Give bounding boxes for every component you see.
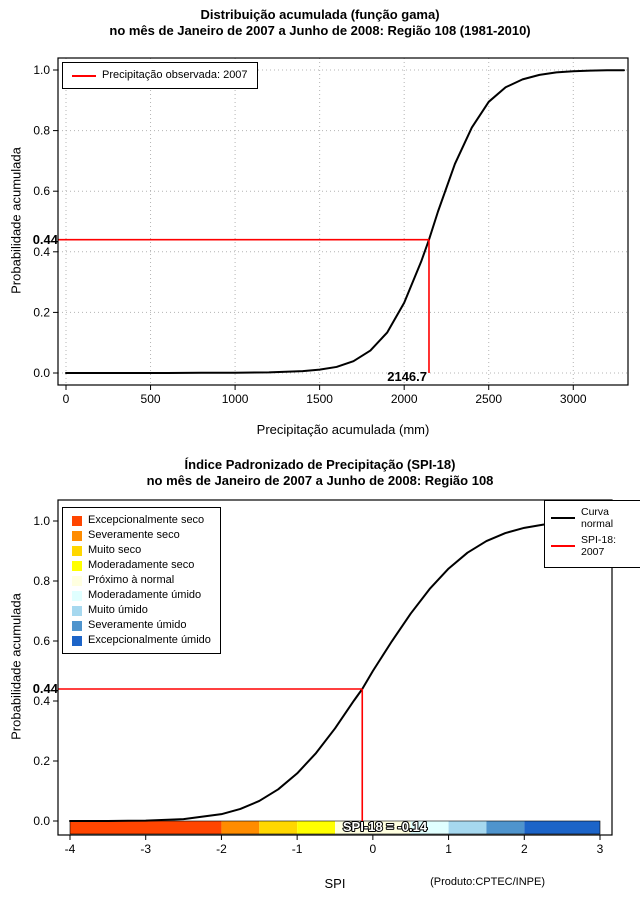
colorbar-segment	[448, 821, 487, 834]
x-tick-label: 0	[370, 842, 377, 856]
category-swatch	[72, 560, 82, 571]
y-tick-label: 0.6	[33, 634, 50, 648]
y-tick-label: 0.8	[33, 124, 50, 138]
y-tick-label: 0.2	[33, 754, 50, 768]
y-tick-label: 0.8	[33, 574, 50, 588]
x-axis-label: Precipitação acumulada (mm)	[256, 422, 430, 437]
x-tick-label: 3	[597, 842, 604, 856]
legend-item: Próximo à normal	[72, 573, 211, 588]
x-tick-label: -3	[140, 842, 151, 856]
category-label: Severamente úmido	[88, 619, 187, 631]
probability-marker-label: 0.44	[32, 232, 58, 247]
colorbar-segment	[259, 821, 298, 834]
category-label: Próximo à normal	[88, 574, 175, 586]
category-label: Severamente seco	[88, 529, 180, 541]
legend-item: Severamente seco	[72, 528, 211, 543]
observed-legend-label: Precipitação observada: 2007	[102, 69, 248, 81]
category-label: Muito úmido	[88, 604, 148, 616]
colorbar-segment	[486, 821, 525, 834]
legend-item: Moderadamente seco	[72, 558, 211, 573]
category-label: Excepcionalmente úmido	[88, 634, 211, 646]
x-tick-label: 2	[521, 842, 528, 856]
x-tick-label: 1500	[306, 392, 333, 406]
y-axis-label: Probabilidade acumulada	[8, 593, 24, 740]
category-swatch	[72, 590, 82, 601]
colorbar-segment	[70, 821, 222, 834]
spi-cdf-plot: -4 -3 -2 -1 0 1 2 3 0.0 0.2 0.4 0.6 0.8 1.0 SPI-18 = -…	[33, 499, 613, 856]
y-tick-label: 1.0	[33, 63, 50, 77]
legend-observed: Precipitação observada: 2007	[62, 62, 258, 89]
chart-title: Distribuição acumulada (função gama)	[200, 7, 440, 22]
x-tick-label: -4	[65, 842, 76, 856]
normal-curve-legend-label: Curva normal	[581, 506, 614, 530]
legend-item: Moderadamente úmido	[72, 588, 211, 603]
category-label: Moderadamente seco	[88, 559, 195, 571]
legend-item: SPI-18: 2007	[551, 534, 639, 558]
x-tick-label: 500	[141, 392, 161, 406]
x-axis-label: SPI	[324, 876, 346, 891]
gamma-distribution-panel: 0 500 1000 1500 2000 2500 3000 0.0 0.2 0.4 0.6 0.8 1…	[8, 7, 629, 437]
legend-item: Muito seco	[72, 543, 211, 558]
legend-spi-categories: Excepcionalmente seco Severamente seco M…	[62, 507, 221, 654]
colorbar-segment	[221, 821, 260, 834]
x-tick-label: 1000	[222, 392, 249, 406]
x-tick-label: 3000	[560, 392, 587, 406]
product-credit: (Produto:CPTEC/INPE)	[430, 876, 545, 888]
x-tick-label: -1	[292, 842, 303, 856]
probability-marker-label: 0.44	[32, 681, 58, 696]
colorbar-segment	[410, 821, 449, 834]
category-swatch	[72, 635, 82, 646]
y-tick-label: 0.0	[33, 814, 50, 828]
cdf-curve	[65, 69, 625, 374]
legend-item: Excepcionalmente seco	[72, 513, 211, 528]
x-tick-label: 1	[445, 842, 452, 856]
chart-title: Índice Padronizado de Precipitação (SPI-…	[184, 457, 456, 472]
precipitation-marker-label: 2146.7	[387, 369, 427, 384]
spi-value-annotation: SPI-18 = -0.14	[343, 819, 428, 834]
normal-curve-line-sample	[551, 517, 575, 519]
colorbar-segment	[297, 821, 335, 834]
y-tick-label: 1.0	[33, 514, 50, 528]
category-label: Muito seco	[88, 544, 142, 556]
observed-line-sample	[72, 74, 96, 77]
legend-item: Severamente úmido	[72, 618, 211, 633]
category-swatch	[72, 545, 82, 556]
colorbar-outline	[69, 820, 601, 835]
y-tick-label: 0.4	[33, 694, 50, 708]
chart-subtitle: no mês de Janeiro de 2007 a Junho de 200…	[109, 23, 531, 38]
cdf-curve	[69, 520, 601, 822]
x-tick-label: -2	[216, 842, 227, 856]
spi-index-panel: -4 -3 -2 -1 0 1 2 3 0.0 0.2 0.4 0.6 0.8 1.0 SPI-18 = -…	[0, 450, 640, 900]
legend-curves: Curva normal SPI-18: 2007	[544, 500, 640, 568]
legend-item: Muito úmido	[72, 603, 211, 618]
x-tick-label: 2000	[391, 392, 418, 406]
colorbar-segment	[524, 821, 600, 834]
legend-item: Excepcionalmente úmido	[72, 633, 211, 648]
spi-legend-label: SPI-18: 2007	[581, 534, 617, 558]
plot-box	[57, 499, 613, 836]
y-tick-label: 0.4	[33, 245, 50, 259]
category-label: Moderadamente úmido	[88, 589, 202, 601]
category-label: Excepcionalmente seco	[88, 514, 205, 526]
category-swatch	[72, 575, 82, 586]
legend-item: Precipitação observada: 2007	[72, 68, 248, 83]
plot-box	[57, 57, 629, 386]
category-swatch	[72, 515, 82, 526]
x-tick-label: 2500	[475, 392, 502, 406]
category-swatch	[72, 530, 82, 541]
category-swatch	[72, 620, 82, 631]
y-axis-label: Probabilidade acumulada	[8, 147, 24, 294]
chart-subtitle: no mês de Janeiro de 2007 a Junho de 200…	[146, 473, 494, 488]
y-tick-label: 0.2	[33, 305, 50, 319]
colorbar-segment	[335, 821, 411, 834]
gamma-cdf-plot: 0 500 1000 1500 2000 2500 3000 0.0 0.2 0.4 0.6 0.8 1…	[33, 57, 629, 406]
y-tick-label: 0.0	[33, 366, 50, 380]
spi-line-sample	[551, 545, 575, 547]
x-tick-label: 0	[63, 392, 70, 406]
category-swatch	[72, 605, 82, 616]
y-tick-label: 0.6	[33, 184, 50, 198]
legend-item: Curva normal	[551, 506, 639, 530]
